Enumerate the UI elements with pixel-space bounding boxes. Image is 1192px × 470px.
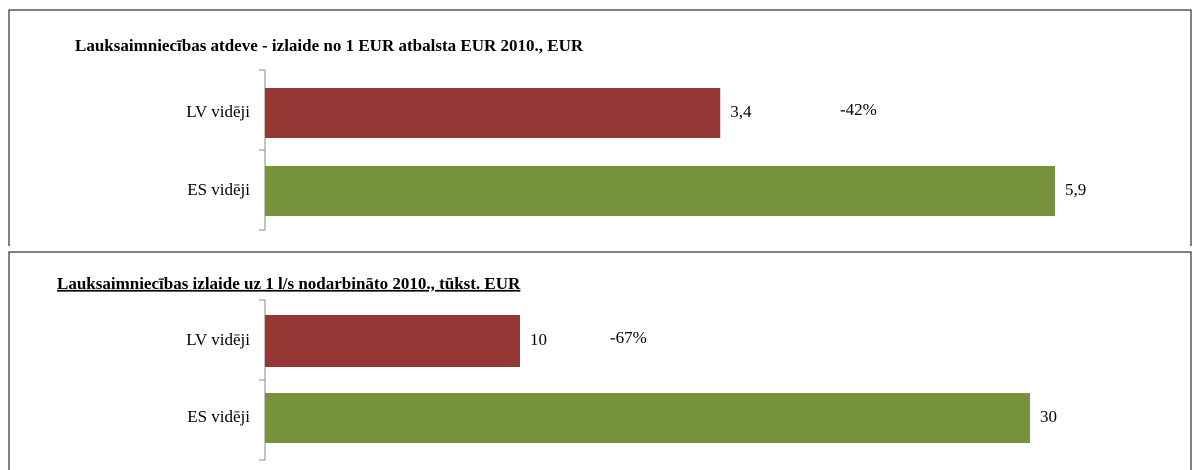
value-label: 3,4: [730, 102, 752, 121]
bar: [265, 315, 520, 367]
chart-title: Lauksaimniecības atdeve - izlaide no 1 E…: [75, 36, 584, 55]
bar: [265, 166, 1055, 216]
frame-bottom: [8, 251, 1192, 470]
frame-top: [8, 9, 1192, 246]
value-label: 10: [530, 330, 547, 349]
annotation: -67%: [610, 328, 647, 347]
category-label: ES vidēji: [187, 180, 250, 199]
annotation: -42%: [840, 100, 877, 119]
value-label: 5,9: [1065, 180, 1086, 199]
chart-title: Lauksaimniecības izlaide uz 1 l/s nodarb…: [57, 274, 521, 293]
category-label: ES vidēji: [187, 407, 250, 426]
value-label: 30: [1040, 407, 1057, 426]
category-label: LV vidēji: [186, 330, 250, 349]
bar: [265, 393, 1030, 443]
category-label: LV vidēji: [186, 102, 250, 121]
bar: [265, 88, 721, 138]
